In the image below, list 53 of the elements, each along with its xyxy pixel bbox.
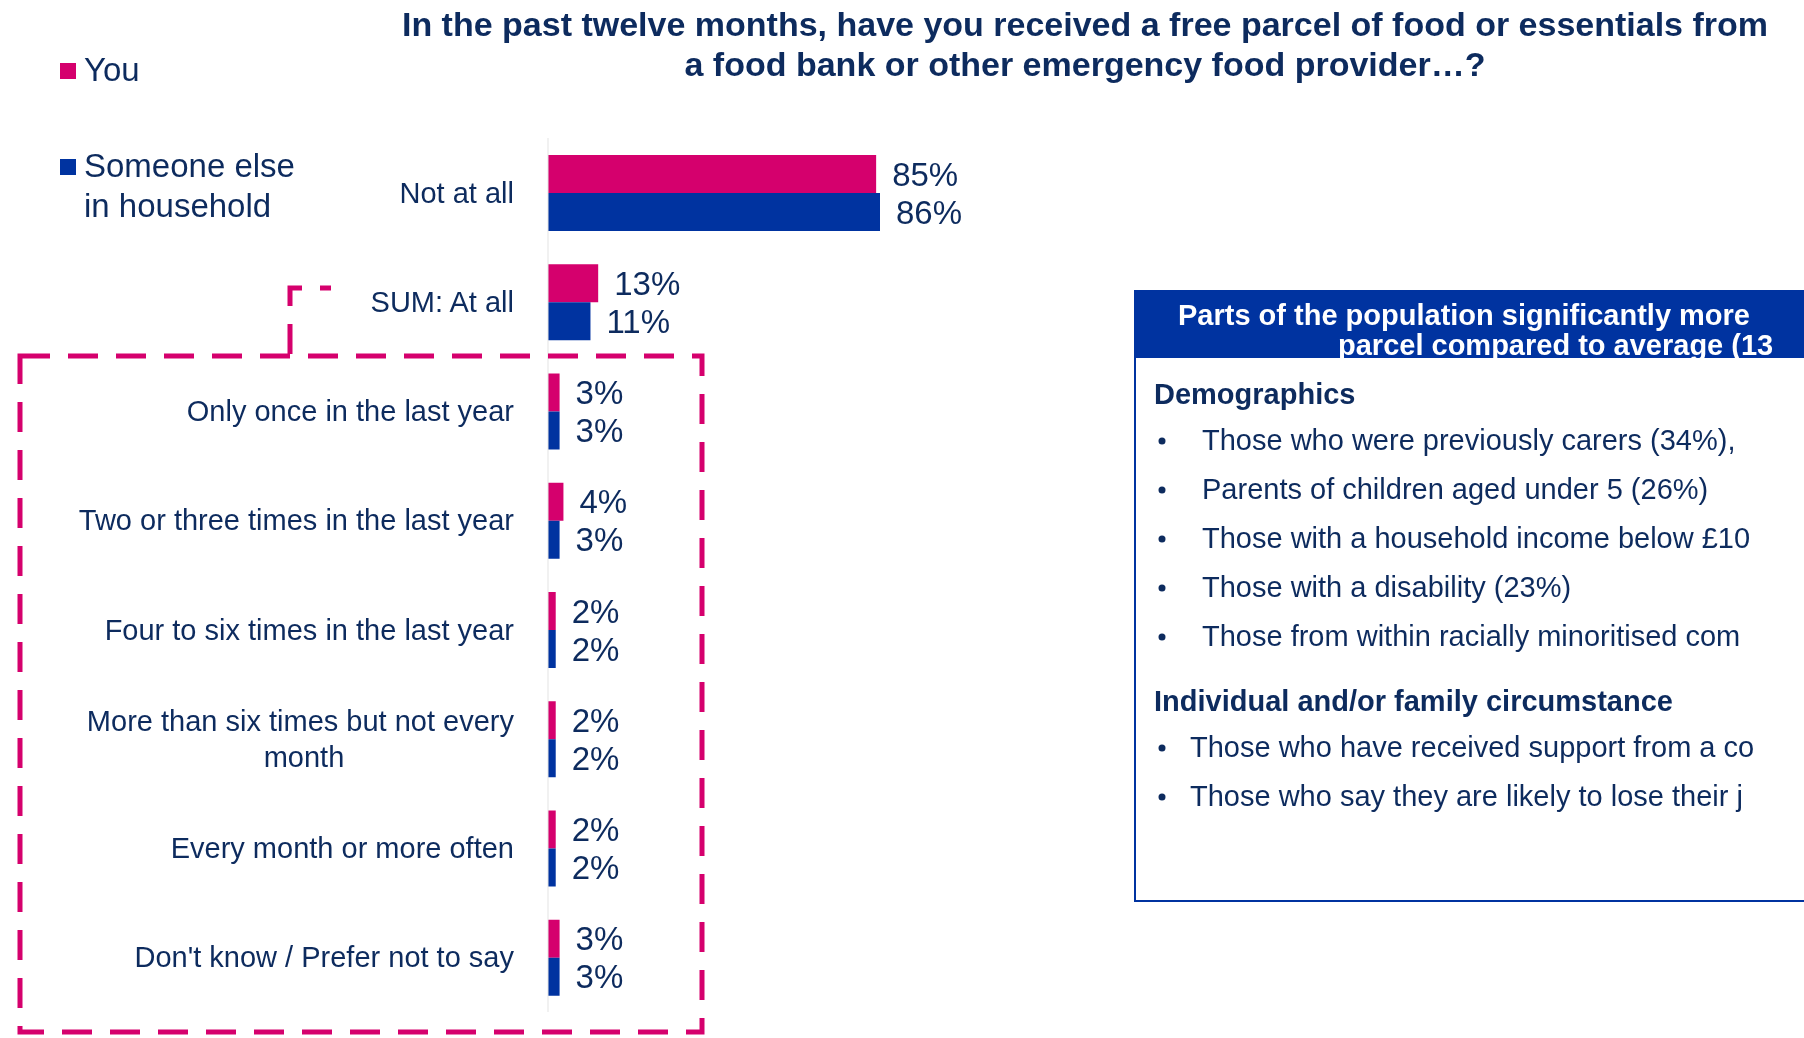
bar <box>548 520 560 559</box>
text: Individual and/or family circumstance <box>1154 684 1674 719</box>
bar <box>548 592 556 630</box>
data-label: 3% <box>575 958 624 996</box>
bar <box>548 848 556 887</box>
text: Those with a disability (23%) <box>1202 570 1572 605</box>
data-label: 3% <box>575 920 624 958</box>
text: Demographics <box>1154 377 1357 412</box>
text: In the past twelve months, have you received a free parcel of food or essentials from a food bank or other emergency food provider…? <box>400 4 1770 84</box>
data-label: 2% <box>571 592 620 630</box>
text: Those with a household income below £10 <box>1202 521 1751 556</box>
data-label: 2% <box>571 630 620 668</box>
bar <box>548 155 877 193</box>
text: Those who were previously carers (34%), <box>1202 423 1736 458</box>
text: Those from within racially minoritised com <box>1202 619 1741 654</box>
y-tick-label: Four to six times in the last year <box>104 613 515 646</box>
bar <box>548 373 560 412</box>
y-tick-label: Two or three times in the last year <box>78 504 515 537</box>
text: Parts of the population significantly more parcel compared to average (13 <box>1178 299 1775 361</box>
bar <box>548 739 556 778</box>
data-label: 2% <box>571 811 620 848</box>
data-label: 86% <box>896 193 963 231</box>
bar <box>548 957 560 996</box>
data-label: 3% <box>575 412 624 449</box>
bar <box>548 482 564 521</box>
data-label: 85% <box>892 155 959 193</box>
y-tick-label: SUM: At all <box>370 285 514 318</box>
bar <box>548 919 560 958</box>
data-label: 2% <box>571 849 620 886</box>
bar <box>548 411 560 450</box>
legend-label: You <box>84 50 140 90</box>
bar <box>548 630 556 668</box>
bar <box>548 193 880 231</box>
y-tick-label: Don't know / Prefer not to say <box>134 941 515 974</box>
data-label: 3% <box>575 521 624 559</box>
data-label: 13% <box>614 264 681 302</box>
y-tick-label: Not at all <box>399 176 514 209</box>
data-label: 3% <box>575 374 624 411</box>
text: Parents of children aged under 5 (26%) <box>1202 472 1709 507</box>
data-label: 2% <box>571 739 620 777</box>
data-label: 11% <box>606 302 671 340</box>
bar <box>548 701 556 740</box>
y-tick-label: Only once in the last year <box>186 395 515 428</box>
bar <box>548 302 591 341</box>
y-tick-label: Every month or more often <box>170 832 514 865</box>
y-tick-label: More than six times but not every month <box>86 704 515 773</box>
text: Those who say they are likely to lose their j <box>1190 779 1743 814</box>
bar <box>548 264 599 303</box>
bar <box>548 810 556 849</box>
legend-label: Someone else in household <box>84 146 296 226</box>
data-label: 4% <box>579 483 628 521</box>
data-label: 2% <box>571 701 620 739</box>
text: Those who have received support from a co <box>1190 730 1755 765</box>
